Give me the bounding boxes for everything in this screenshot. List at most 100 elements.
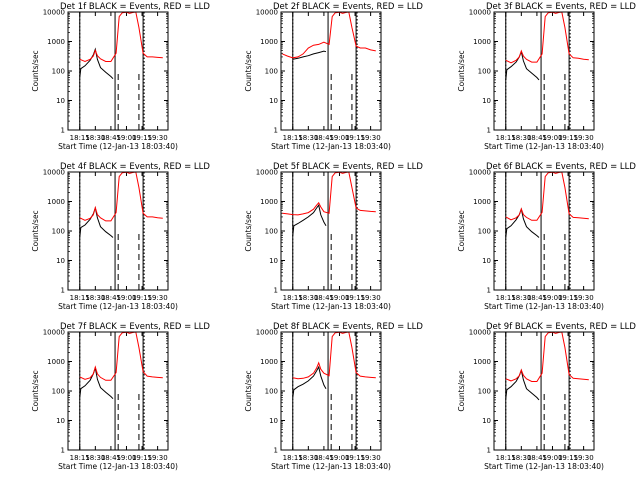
chart-panel: Det 1f BLACK = Events, RED = LLD 1 10 100 10… (31, 2, 210, 151)
y-tick-label: 1000 (473, 38, 491, 46)
series-line-events (292, 50, 327, 60)
y-tick-label: 1000 (260, 38, 278, 46)
x-tick-label: 19:15 (345, 294, 365, 302)
x-tick-label: 18:45 (314, 294, 334, 302)
x-tick-label: 19:15 (132, 294, 152, 302)
x-tick-label: 19:30 (574, 294, 594, 302)
chart-title: Det 8f BLACK = Events, RED = LLD (273, 322, 423, 332)
y-axis-label: Counts/sec (244, 370, 253, 411)
x-tick-label: 19:00 (542, 134, 562, 142)
y-tick-label: 10 (56, 257, 65, 265)
y-tick-label: 10000 (256, 9, 278, 17)
x-tick-label: 19:00 (329, 454, 349, 462)
y-tick-label: 10 (482, 97, 491, 105)
x-tick-label: 18:45 (527, 294, 547, 302)
chart-title: Det 3f BLACK = Events, RED = LLD (486, 2, 636, 12)
x-tick-label: 19:15 (132, 454, 152, 462)
x-tick-label: 19:00 (329, 294, 349, 302)
x-tick-label: 18:45 (527, 134, 547, 142)
plot-frame (493, 331, 595, 451)
plot-frame (493, 11, 595, 131)
x-tick-label: 18:45 (314, 134, 334, 142)
y-tick-label: 1000 (473, 198, 491, 206)
series-line-lld (79, 332, 163, 381)
y-tick-label: 100 (478, 68, 491, 76)
x-tick-label: 18:45 (527, 454, 547, 462)
x-axis-label: Start Time (12-Jan-13 18:03:40) (271, 302, 391, 311)
y-tick-label: 1 (487, 447, 491, 455)
y-axis-label: Counts/sec (457, 210, 466, 251)
x-tick-label: 19:30 (148, 134, 168, 142)
x-tick-label: 18:30 (85, 134, 105, 142)
series-line-events (505, 49, 540, 81)
y-tick-label: 10 (269, 417, 278, 425)
y-tick-label: 10000 (469, 329, 491, 337)
series-line-lld (505, 332, 589, 382)
chart-panel: Det 2f BLACK = Events, RED = LLD 1 10 100 10… (244, 2, 423, 151)
x-tick-label: 18:15 (283, 454, 303, 462)
chart-panel: Det 3f BLACK = Events, RED = LLD 1 10 100 10… (457, 2, 636, 151)
x-tick-label: 18:45 (101, 134, 121, 142)
x-tick-label: 18:30 (511, 134, 531, 142)
series-line-events (505, 368, 540, 401)
plot-frame (67, 171, 169, 291)
plot-frame (493, 171, 595, 291)
series-line-events (505, 207, 540, 238)
y-tick-label: 100 (265, 68, 278, 76)
x-tick-label: 18:30 (85, 294, 105, 302)
x-tick-label: 19:15 (558, 294, 578, 302)
chart-panel: Det 6f BLACK = Events, RED = LLD 1 10 100 10… (457, 162, 636, 311)
x-tick-label: 19:30 (361, 294, 381, 302)
x-tick-label: 19:30 (361, 454, 381, 462)
x-tick-label: 19:30 (574, 134, 594, 142)
chart-panel: Det 7f BLACK = Events, RED = LLD 1 10 100 10… (31, 322, 210, 471)
x-axis-label: Start Time (12-Jan-13 18:03:40) (484, 462, 604, 471)
y-tick-label: 1000 (260, 198, 278, 206)
x-tick-label: 19:30 (361, 134, 381, 142)
y-axis-label: Counts/sec (31, 210, 40, 251)
series-line-lld (282, 172, 376, 216)
y-tick-label: 10000 (469, 169, 491, 177)
chart-title: Det 1f BLACK = Events, RED = LLD (60, 2, 210, 12)
y-tick-label: 1 (274, 287, 278, 295)
y-tick-label: 10000 (469, 9, 491, 17)
x-tick-label: 18:45 (314, 454, 334, 462)
y-tick-label: 1000 (260, 358, 278, 366)
x-tick-label: 18:15 (70, 294, 90, 302)
x-tick-label: 18:15 (496, 134, 516, 142)
y-tick-label: 1 (61, 447, 65, 455)
y-tick-label: 10 (269, 257, 278, 265)
y-axis-label: Counts/sec (457, 370, 466, 411)
chart-title: Det 7f BLACK = Events, RED = LLD (60, 322, 210, 332)
x-tick-label: 19:15 (345, 454, 365, 462)
y-tick-label: 1000 (473, 358, 491, 366)
x-tick-label: 18:15 (70, 134, 90, 142)
x-tick-label: 19:30 (574, 454, 594, 462)
series-line-lld (292, 332, 376, 380)
series-line-events (292, 365, 327, 398)
x-tick-label: 18:45 (101, 294, 121, 302)
y-tick-label: 1000 (47, 358, 65, 366)
plot-frame (67, 11, 169, 131)
x-tick-label: 18:30 (298, 134, 318, 142)
y-tick-label: 1 (61, 287, 65, 295)
x-tick-label: 19:00 (116, 454, 136, 462)
x-axis-label: Start Time (12-Jan-13 18:03:40) (271, 462, 391, 471)
x-tick-label: 18:15 (283, 294, 303, 302)
x-tick-label: 18:30 (511, 454, 531, 462)
x-tick-label: 18:15 (496, 454, 516, 462)
x-tick-label: 19:30 (148, 454, 168, 462)
x-axis-label: Start Time (12-Jan-13 18:03:40) (58, 302, 178, 311)
x-tick-label: 19:00 (116, 294, 136, 302)
y-tick-label: 100 (52, 388, 65, 396)
y-tick-label: 10000 (256, 329, 278, 337)
y-tick-label: 10000 (43, 329, 65, 337)
y-tick-label: 10 (56, 417, 65, 425)
chart-title: Det 5f BLACK = Events, RED = LLD (273, 162, 423, 172)
x-tick-label: 19:00 (542, 294, 562, 302)
y-tick-label: 10 (56, 97, 65, 105)
x-tick-label: 18:15 (496, 294, 516, 302)
x-tick-label: 18:30 (298, 294, 318, 302)
x-axis-label: Start Time (12-Jan-13 18:03:40) (484, 142, 604, 151)
